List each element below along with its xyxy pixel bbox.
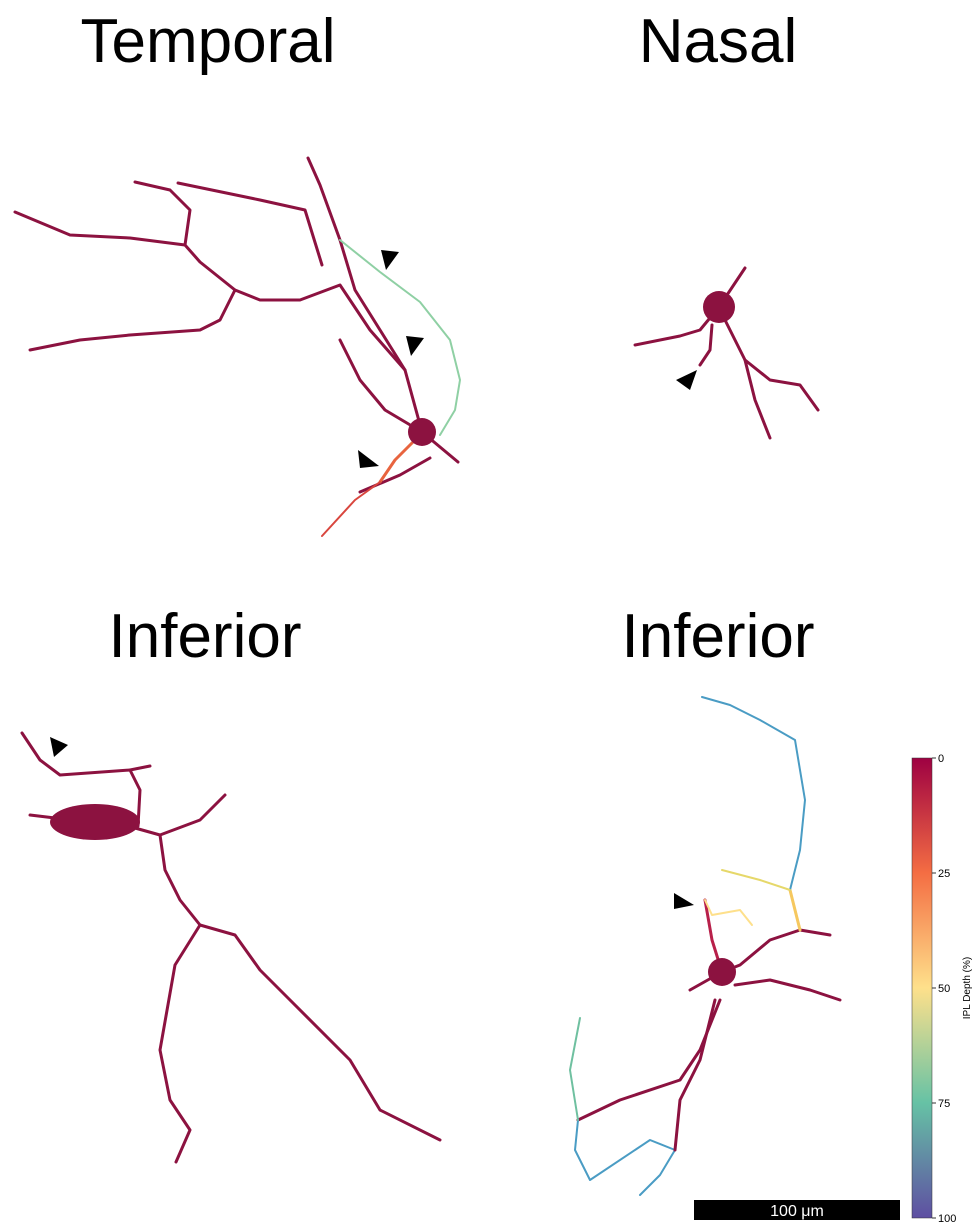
colorbar-tick-label: 25 xyxy=(938,868,950,880)
colorbar-tick-label: 100 xyxy=(938,1213,956,1224)
panel-title: Nasal xyxy=(639,7,798,76)
page: Temporal Nasal Inferior Inferior xyxy=(0,0,973,1224)
colorbar-tick-label: 0 xyxy=(938,753,944,765)
neuron-inferior-left xyxy=(22,733,440,1162)
colorbar xyxy=(912,758,932,1218)
panel-title: Temporal xyxy=(81,7,336,76)
colorbar-tick-label: 75 xyxy=(938,1098,950,1110)
neuron-temporal xyxy=(15,158,460,536)
scale-bar-label: 100 μm xyxy=(770,1203,824,1220)
neuron-nasal xyxy=(635,268,818,438)
colorbar-label: IPL Depth (%) xyxy=(962,957,973,1019)
panel-title: Inferior xyxy=(622,602,815,671)
colorbar-tick-label: 50 xyxy=(938,983,950,995)
figure: Temporal Nasal Inferior Inferior xyxy=(0,0,973,1224)
neuron-inferior-right xyxy=(570,697,840,1195)
panel-title: Inferior xyxy=(109,602,302,671)
